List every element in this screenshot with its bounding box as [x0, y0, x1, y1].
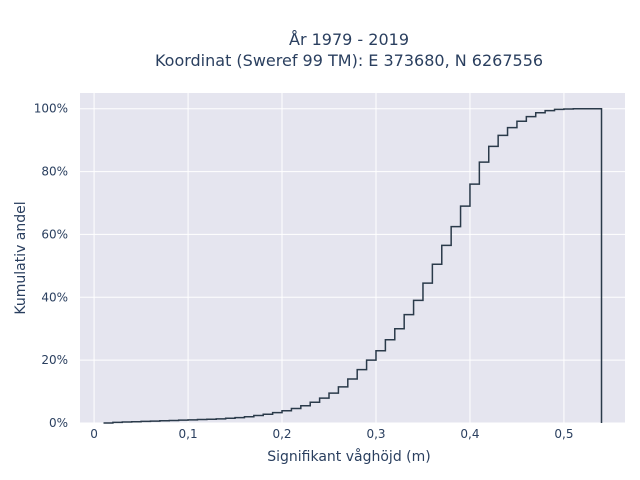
plot-area — [80, 93, 625, 423]
y-tick-label: 20% — [41, 353, 68, 367]
x-axis-title: Signifikant våghöjd (m) — [267, 448, 430, 465]
gridlines — [80, 93, 625, 424]
series-layer — [103, 107, 603, 424]
x-tick-label: 0 — [90, 427, 98, 441]
x-axis-ticks: 0 0,1 0,2 0,3 0,4 0,5 — [90, 427, 573, 441]
ecdf-series-line — [103, 107, 603, 424]
y-tick-label: 40% — [41, 290, 68, 304]
y-tick-label: 60% — [41, 227, 68, 241]
x-tick-label: 0,5 — [554, 427, 573, 441]
x-tick-label: 0,2 — [272, 427, 291, 441]
x-tick-label: 0,1 — [179, 427, 198, 441]
y-tick-label: 100% — [34, 102, 68, 116]
y-axis-title: Kumulativ andel — [13, 201, 29, 314]
y-tick-label: 0% — [49, 416, 68, 430]
chart-title-line-2: Koordinat (Sweref 99 TM): E 373680, N 62… — [155, 51, 543, 70]
chart-title-line-1: År 1979 - 2019 — [289, 30, 409, 49]
x-tick-label: 0,3 — [366, 427, 385, 441]
x-tick-label: 0,4 — [460, 427, 479, 441]
y-tick-label: 80% — [41, 165, 68, 179]
y-axis-ticks: 0% 20% 40% 60% 80% 100% — [34, 102, 68, 430]
